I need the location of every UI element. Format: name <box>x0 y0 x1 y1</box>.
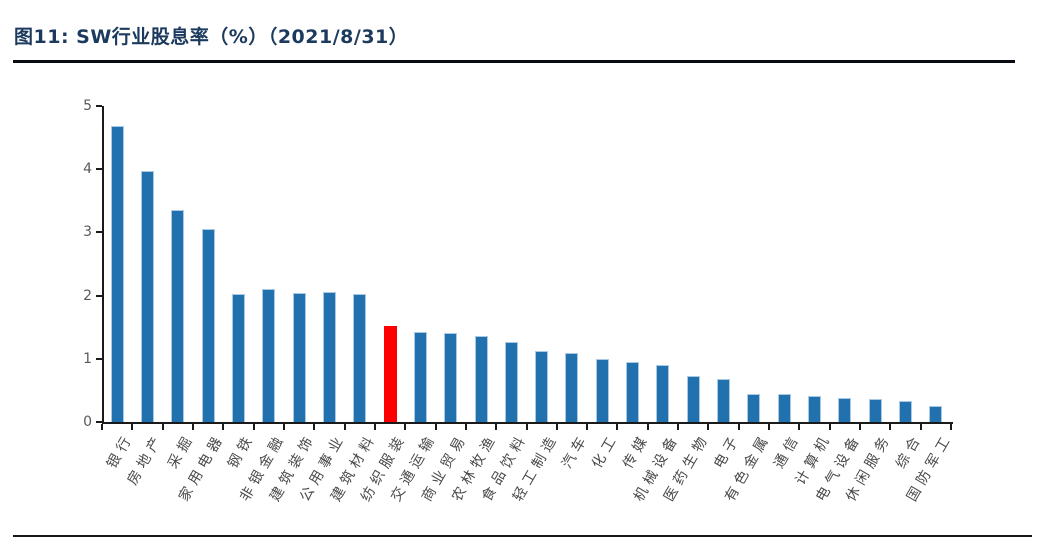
y-axis-tick-label: 5 <box>83 98 92 114</box>
bar-通信 <box>777 394 791 422</box>
bar-建筑材料 <box>353 294 367 422</box>
y-axis-tick <box>96 294 102 297</box>
x-axis-tick <box>586 424 589 430</box>
bar-休闲服务 <box>868 399 882 422</box>
x-axis-tick <box>343 424 346 430</box>
x-axis-tick <box>646 424 649 430</box>
bar-房地产 <box>140 171 154 422</box>
bar-传媒 <box>626 362 640 422</box>
x-axis-tick <box>131 424 134 430</box>
x-axis-tick <box>707 424 710 430</box>
x-axis-tick <box>555 424 558 430</box>
y-axis-tick <box>96 421 102 423</box>
x-axis-tick <box>222 424 225 430</box>
bar-采掘 <box>171 210 185 422</box>
x-axis-tick <box>768 424 771 430</box>
bar-银行 <box>110 126 124 422</box>
bar-食品饮料 <box>504 342 518 422</box>
x-axis-tick <box>616 424 619 430</box>
x-axis-tick <box>798 424 801 430</box>
bar-国防军工 <box>929 406 943 422</box>
x-axis-tick <box>101 424 103 430</box>
x-category-label-汽车: 汽车 <box>559 430 592 472</box>
bar-综合 <box>899 401 913 422</box>
bar-医药生物 <box>686 376 700 422</box>
x-axis-tick <box>677 424 680 430</box>
x-axis-tick <box>161 424 164 430</box>
bar-电气设备 <box>838 398 852 422</box>
y-axis-tick-label: 4 <box>83 161 92 178</box>
x-axis-tick <box>191 424 194 430</box>
x-axis-tick <box>859 424 862 430</box>
y-axis <box>102 106 104 424</box>
x-category-label-通信: 通信 <box>771 430 805 472</box>
bar-非银金融 <box>262 289 276 422</box>
bar-highlighted-纺织服装 <box>383 326 397 422</box>
x-category-label-化工: 化工 <box>589 430 623 472</box>
x-axis-tick <box>737 424 740 430</box>
x-axis-tick <box>495 424 498 430</box>
y-axis-tick <box>96 357 102 360</box>
bar-家用电器 <box>201 229 215 422</box>
x-axis-tick <box>313 424 316 430</box>
bar-农林牧渔 <box>474 336 488 422</box>
y-axis-tick <box>96 105 102 107</box>
x-axis-tick <box>373 424 376 430</box>
bar-交通运输 <box>413 332 427 422</box>
x-axis <box>102 422 953 424</box>
x-axis-tick <box>919 424 922 430</box>
x-axis-tick <box>282 424 285 430</box>
bar-电子 <box>717 379 731 422</box>
x-axis-tick <box>464 424 467 430</box>
bar-化工 <box>595 359 609 422</box>
y-axis-tick-label: 0 <box>83 414 92 430</box>
y-axis-tick <box>96 168 102 171</box>
x-axis-tick <box>889 424 892 430</box>
figure-bottom-border <box>13 535 1032 537</box>
bar-汽车 <box>565 353 579 422</box>
bar-建筑装饰 <box>292 293 306 422</box>
bar-钢铁 <box>231 294 245 422</box>
bar-计算机 <box>808 396 822 422</box>
bar-机械设备 <box>656 365 670 422</box>
bar-轻工制造 <box>535 351 549 422</box>
figure-title: 图11: SW行业股息率（%）（2021/8/31） <box>14 26 409 48</box>
bar-有色金属 <box>747 394 761 422</box>
x-axis-tick <box>828 424 831 430</box>
x-axis-tick <box>950 424 952 430</box>
x-axis-tick <box>252 424 255 430</box>
title-underline <box>13 60 1015 63</box>
x-axis-tick <box>434 424 437 430</box>
y-axis-tick-label: 1 <box>83 350 92 367</box>
bar-商业贸易 <box>444 333 458 422</box>
x-axis-tick <box>525 424 528 430</box>
y-axis-tick-label: 2 <box>83 287 92 304</box>
x-axis-tick <box>404 424 407 430</box>
y-axis-tick <box>96 231 102 234</box>
bar-公用事业 <box>322 292 336 422</box>
y-axis-tick-label: 3 <box>83 224 92 241</box>
